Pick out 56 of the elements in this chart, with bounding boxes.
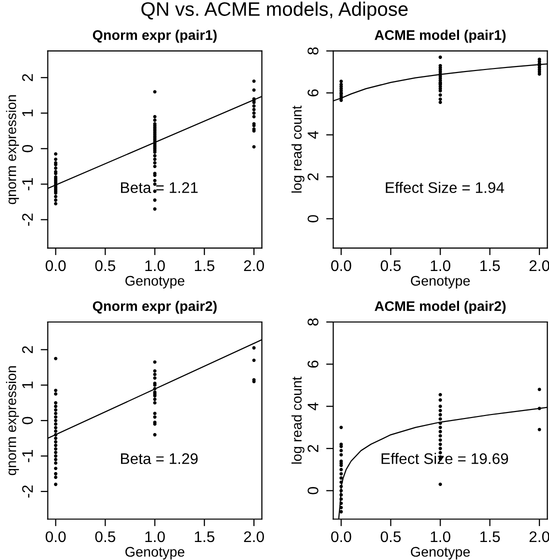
y-tick-label: 0 — [22, 144, 33, 152]
y-axis-title: log read count — [291, 106, 304, 193]
y-axis-title: qnorm expression — [6, 366, 19, 476]
y-tick-label: 4 — [308, 402, 318, 410]
x-tick-label: 1.5 — [480, 260, 500, 272]
x-tick-label: 1.0 — [430, 260, 450, 272]
x-tick-label: 2.0 — [530, 531, 549, 542]
y-tick-label: -1 — [22, 450, 33, 462]
annotation: Beta = 1.29 — [121, 453, 198, 464]
x-axis-title: Genotype — [125, 276, 184, 288]
x-axis-title: Genotype — [410, 276, 470, 288]
x-tick-label: 0.5 — [380, 260, 401, 272]
x-tick-label: 0.5 — [95, 531, 116, 542]
y-axis-title: log read count — [291, 376, 304, 464]
x-axis-title: Genotype — [125, 546, 184, 560]
y-tick-label: 2 — [308, 173, 318, 180]
y-tick-label: 6 — [308, 360, 318, 368]
chart-title: Qnorm expr (pair1) — [92, 30, 217, 43]
x-tick-label: 1.5 — [194, 260, 214, 272]
y-tick-label: 0 — [22, 416, 33, 424]
chart-title: ACME model (pair2) — [374, 300, 506, 314]
y-tick-label: 1 — [22, 110, 33, 116]
y-tick-label: 6 — [308, 89, 318, 96]
annotation: Beta = 1.21 — [121, 182, 198, 194]
x-tick-label: 0.0 — [46, 260, 66, 272]
y-tick-label: 2 — [308, 445, 318, 452]
y-tick-label: -2 — [22, 485, 33, 498]
x-axis-title: Genotype — [410, 546, 470, 560]
y-tick-label: 2 — [22, 74, 33, 82]
y-tick-label: 0 — [308, 215, 318, 222]
y-tick-label: 2 — [22, 346, 33, 354]
y-tick-label: 8 — [308, 318, 318, 326]
chart-title: Qnorm expr (pair2) — [92, 300, 217, 314]
x-tick-label: 1.5 — [194, 531, 214, 542]
annotation: Effect Size = 1.94 — [386, 182, 504, 194]
x-tick-label: 0.5 — [380, 531, 401, 542]
y-tick-label: -2 — [22, 214, 33, 226]
text: QN vs. ACME models, Adipose — [141, 2, 408, 20]
y-tick-label: -1 — [22, 178, 33, 190]
y-tick-label: 8 — [308, 47, 318, 55]
chart-title: ACME model (pair1) — [374, 30, 506, 43]
y-tick-label: 1 — [22, 382, 33, 388]
y-tick-label: 4 — [308, 131, 318, 139]
x-tick-label: 1.0 — [145, 260, 165, 272]
x-tick-label: 2.0 — [530, 260, 549, 272]
x-tick-label: 1.0 — [430, 531, 450, 542]
x-tick-label: 2.0 — [244, 531, 264, 542]
x-tick-label: 0.0 — [331, 260, 352, 272]
x-tick-label: 2.0 — [244, 260, 264, 272]
x-tick-label: 0.0 — [331, 531, 352, 542]
x-tick-label: 1.0 — [145, 531, 165, 542]
x-tick-label: 1.5 — [480, 531, 500, 542]
x-tick-label: 0.0 — [46, 531, 66, 542]
y-axis-title: qnorm expression — [6, 95, 19, 204]
x-tick-label: 0.5 — [95, 260, 116, 272]
y-tick-label: 0 — [308, 487, 318, 494]
